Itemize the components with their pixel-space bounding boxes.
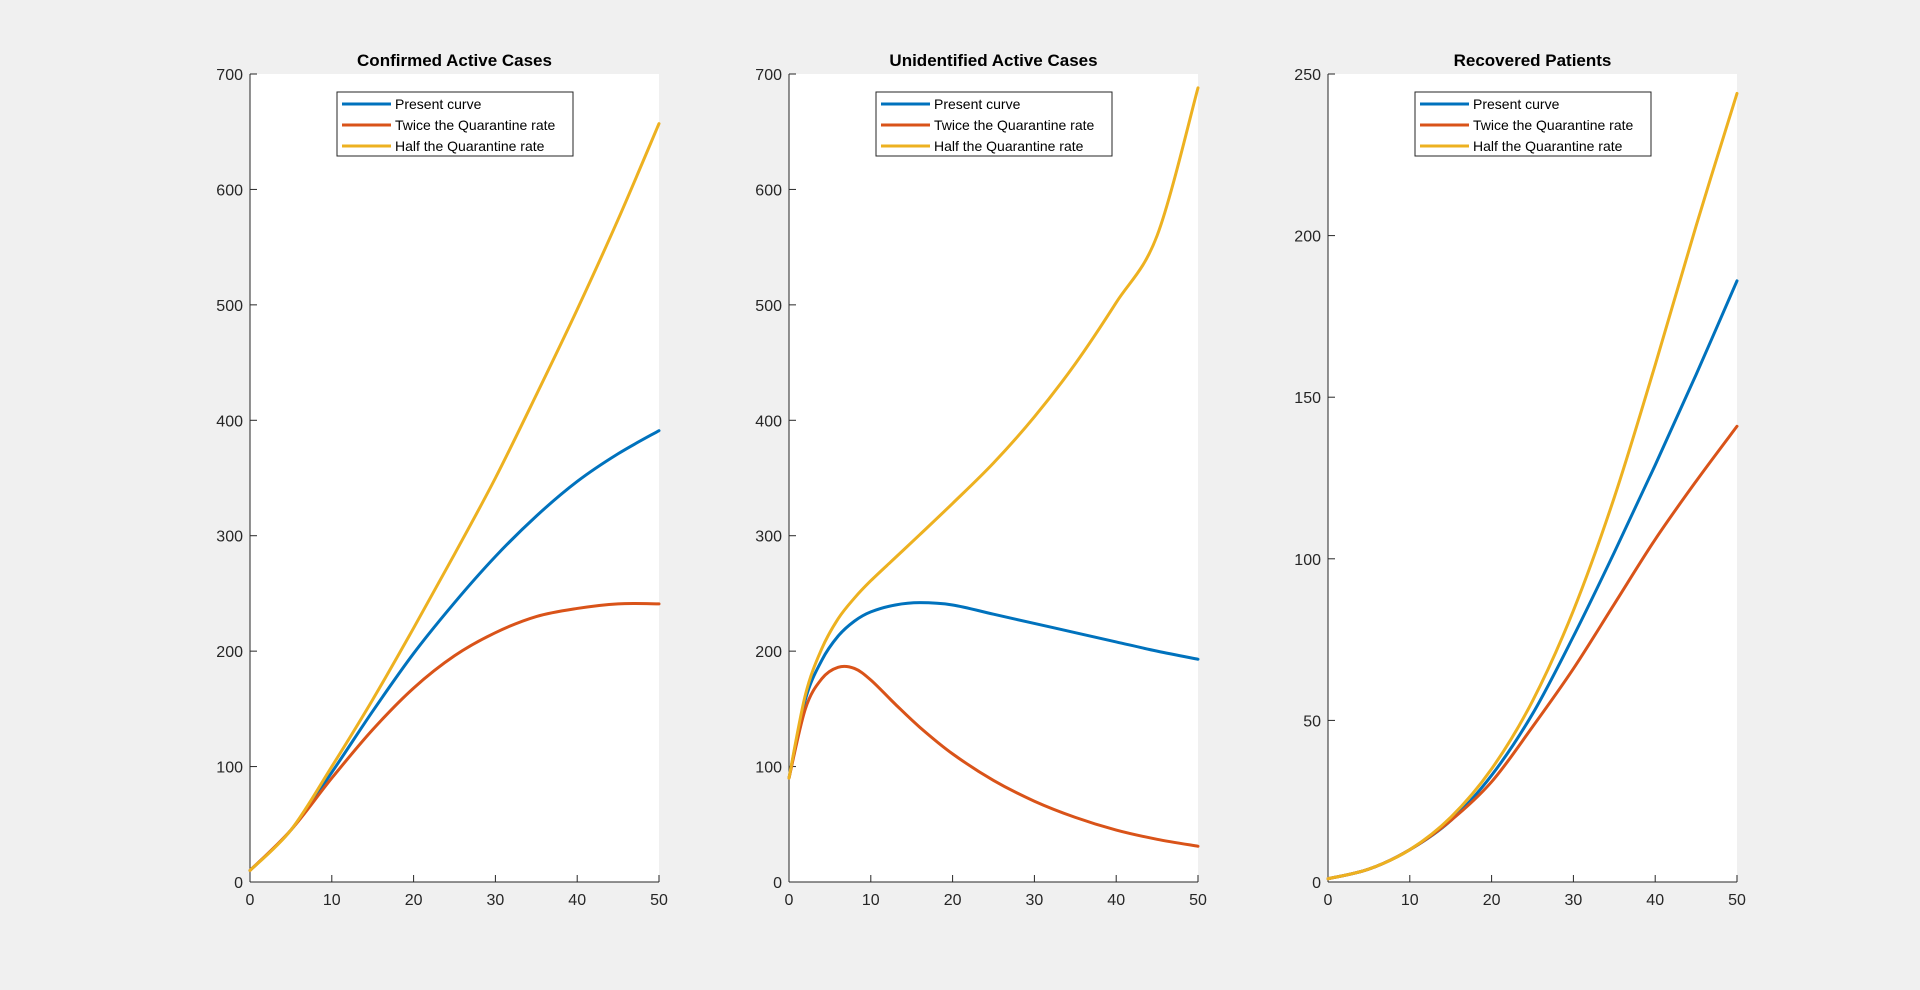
plot-area: [1328, 74, 1737, 882]
series-group: [248, 122, 661, 872]
x-axis: 0 10 20 30 40 50: [246, 875, 668, 909]
axes-unidentified-active-cases: Unidentified Active Cases 0 10 20 30 40 50 0 1…: [755, 51, 1207, 909]
series-line-3: [248, 122, 661, 872]
y-tick-label: 200: [755, 644, 782, 661]
x-tick-label: 0: [785, 892, 794, 909]
y-tick-label: 600: [216, 182, 243, 199]
y-tick-label: 250: [1294, 67, 1321, 84]
y-tick-label: 400: [755, 413, 782, 430]
x-tick-label: 50: [650, 892, 668, 909]
legend-entry-label: Twice the Quarantine rate: [934, 117, 1095, 133]
y-tick-label: 200: [216, 644, 243, 661]
y-tick-label: 600: [755, 182, 782, 199]
x-tick-label: 40: [1107, 892, 1125, 909]
chart-title: Confirmed Active Cases: [357, 51, 552, 70]
y-tick-label: 300: [216, 529, 243, 546]
x-tick-label: 0: [246, 892, 255, 909]
y-tick-label: 400: [216, 413, 243, 430]
legend-entry-label: Twice the Quarantine rate: [1473, 117, 1634, 133]
x-tick-label: 40: [568, 892, 586, 909]
x-tick-label: 10: [1401, 892, 1419, 909]
x-tick-label: 20: [405, 892, 423, 909]
series-line-2: [248, 601, 661, 872]
series-line-2: [787, 664, 1200, 848]
legend-entry-label: Present curve: [934, 96, 1021, 112]
y-tick-label: 500: [755, 298, 782, 315]
legend: Present curve Twice the Quarantine rate Ha…: [336, 91, 574, 157]
x-tick-label: 20: [1483, 892, 1501, 909]
series-line-3: [787, 86, 1200, 780]
plot-area: [250, 74, 659, 882]
legend-entry-label: Half the Quarantine rate: [934, 138, 1084, 154]
y-tick-label: 50: [1303, 713, 1321, 730]
series-line-3: [1326, 91, 1739, 881]
y-tick-label: 100: [216, 760, 243, 777]
series-line-1: [248, 429, 661, 872]
x-tick-label: 10: [862, 892, 880, 909]
x-tick-label: 30: [487, 892, 505, 909]
y-tick-label: 700: [216, 67, 243, 84]
y-tick-label: 0: [773, 875, 782, 892]
y-tick-label: 200: [1294, 229, 1321, 246]
legend-entry-label: Half the Quarantine rate: [1473, 138, 1623, 154]
y-tick-label: 100: [755, 760, 782, 777]
x-axis: 0 10 20 30 40 50: [1324, 875, 1746, 909]
y-axis: 0 50 100 150 200 250: [1294, 67, 1335, 892]
plot-area: [789, 74, 1198, 882]
chart-title: Unidentified Active Cases: [889, 51, 1097, 70]
y-tick-label: 100: [1294, 552, 1321, 569]
y-tick-label: 0: [234, 875, 243, 892]
legend-entry-label: Present curve: [1473, 96, 1560, 112]
x-tick-label: 0: [1324, 892, 1333, 909]
series-group: [787, 86, 1200, 848]
y-tick-label: 0: [1312, 875, 1321, 892]
legend: Present curve Twice the Quarantine rate Ha…: [875, 91, 1113, 157]
y-tick-label: 150: [1294, 390, 1321, 407]
x-tick-label: 30: [1026, 892, 1044, 909]
series-group: [1326, 91, 1739, 881]
x-tick-label: 50: [1189, 892, 1207, 909]
x-tick-label: 30: [1565, 892, 1583, 909]
y-axis: 0 100 200 300 400 500 600 700: [216, 67, 257, 892]
y-tick-label: 300: [755, 529, 782, 546]
axes-confirmed-active-cases: Confirmed Active Cases 0 10 20 30 40 50 0 100 2…: [216, 51, 668, 909]
x-tick-label: 20: [944, 892, 962, 909]
x-tick-label: 10: [323, 892, 341, 909]
x-tick-label: 50: [1728, 892, 1746, 909]
x-axis: 0 10 20 30 40 50: [785, 875, 1207, 909]
legend: Present curve Twice the Quarantine rate Ha…: [1414, 91, 1652, 157]
y-tick-label: 500: [216, 298, 243, 315]
legend-entry-label: Twice the Quarantine rate: [395, 117, 556, 133]
chart-title: Recovered Patients: [1454, 51, 1612, 70]
y-axis: 0 100 200 300 400 500 600 700: [755, 67, 796, 892]
axes-recovered-patients: Recovered Patients 0 10 20 30 40 50 0 50 100 150…: [1294, 51, 1746, 909]
series-line-1: [787, 601, 1200, 780]
y-tick-label: 700: [755, 67, 782, 84]
x-tick-label: 40: [1646, 892, 1664, 909]
legend-entry-label: Present curve: [395, 96, 482, 112]
legend-entry-label: Half the Quarantine rate: [395, 138, 545, 154]
